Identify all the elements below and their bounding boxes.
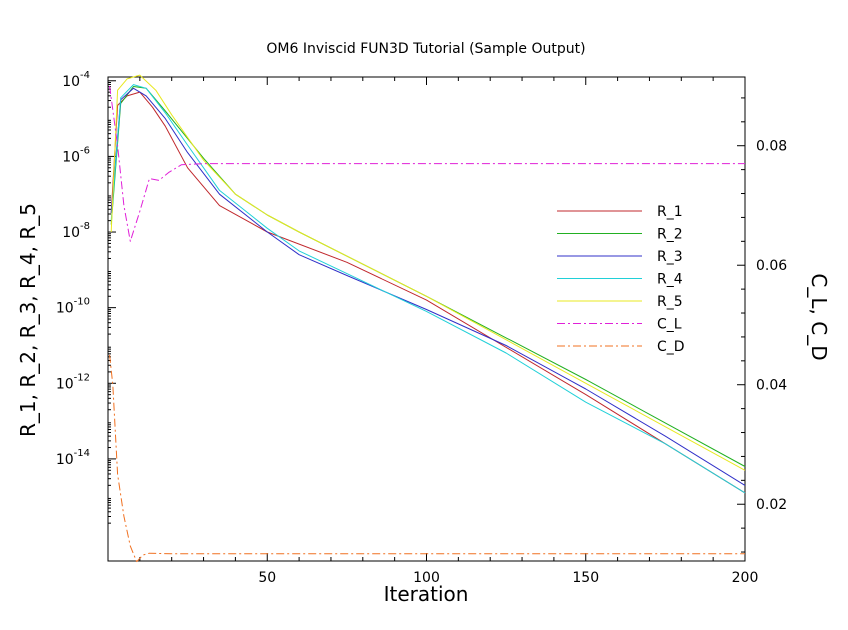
x-axis-label: Iteration: [384, 582, 469, 606]
right-axis-label: C_L, C_D: [807, 273, 831, 360]
legend-label: R_5: [657, 294, 683, 310]
y-left-tick-exponent: -8: [80, 221, 90, 232]
y-left-tick-label: 10-6: [62, 145, 90, 165]
legend-label: R_1: [657, 204, 683, 220]
y-left-tick-base: 10: [62, 225, 80, 241]
y-left-tick-exponent: -4: [80, 70, 90, 81]
legend-label: R_2: [657, 227, 683, 243]
legend-label: C_L: [657, 317, 682, 333]
series-line-c-l: [109, 85, 745, 242]
y-left-tick-label: 10-12: [56, 372, 90, 392]
y-left-tick-base: 10: [62, 149, 80, 165]
y-left-tick-exponent: -10: [74, 297, 90, 308]
y-left-tick-base: 10: [56, 452, 74, 468]
series-line-c-d: [109, 354, 745, 563]
series-line-r-1: [110, 91, 746, 494]
y-left-tick-label: 10-14: [56, 448, 90, 468]
y-left-tick-label: 10-4: [62, 70, 90, 90]
series-line-r-2: [110, 86, 746, 467]
y-right-tick-label: 0.04: [756, 378, 787, 394]
legend: R_1 R_2 R_3 R_4 R_5 C_L C_D: [557, 204, 685, 355]
right-axis-tick-labels: 0.02 0.04 0.06 0.08: [756, 139, 787, 514]
series-line-r-3: [110, 87, 746, 486]
y-left-tick-base: 10: [62, 74, 80, 90]
legend-label: C_D: [657, 339, 685, 355]
y-left-tick-base: 10: [56, 301, 74, 317]
y-left-tick-base: 10: [56, 376, 74, 392]
left-axis-label: R_1, R_2, R_3, R_4, R_5: [16, 203, 40, 437]
x-tick-label: 150: [572, 570, 599, 586]
series-lines: [109, 74, 746, 563]
y-right-tick-label: 0.02: [756, 497, 787, 513]
series-line-r-4: [110, 84, 746, 494]
x-tick-label: 100: [413, 570, 440, 586]
plot-frame: [107, 76, 746, 562]
y-right-tick-label: 0.08: [756, 139, 787, 155]
series-line-r-5: [110, 74, 746, 471]
y-left-tick-label: 10-10: [56, 297, 90, 317]
axis-ticks: [108, 77, 746, 561]
x-tick-label: 200: [732, 570, 759, 586]
legend-label: R_3: [657, 249, 683, 265]
x-axis-tick-labels: 50 100 150 200: [258, 570, 758, 586]
y-right-tick-label: 0.06: [756, 258, 787, 274]
y-left-tick-exponent: -14: [74, 448, 90, 459]
chart-title: OM6 Inviscid FUN3D Tutorial (Sample Outp…: [266, 41, 585, 57]
y-left-tick-label: 10-8: [62, 221, 90, 241]
legend-label: R_4: [657, 272, 683, 288]
x-tick-label: 50: [258, 570, 276, 586]
y-left-tick-exponent: -12: [74, 372, 90, 383]
y-left-tick-exponent: -6: [80, 145, 90, 156]
